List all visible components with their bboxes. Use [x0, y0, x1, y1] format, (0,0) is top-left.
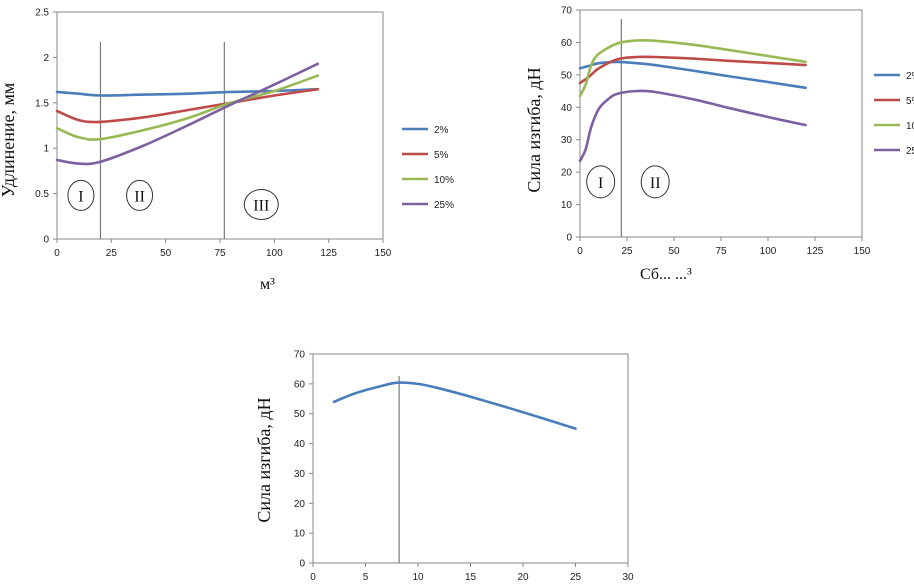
zone-marker: [126, 179, 154, 211]
zone-marker: [243, 188, 279, 220]
x-tick-label: 25: [106, 248, 118, 259]
x-tick-label: 50: [668, 246, 680, 257]
x-tick-label: 100: [266, 248, 283, 259]
plot-area: [312, 353, 629, 564]
y-tick-label: 2.5: [35, 8, 49, 19]
x-tick-label: 0: [54, 248, 60, 259]
y-tick-label: 0: [566, 233, 572, 244]
zone-marker: [640, 165, 670, 199]
x-tick-label: 0: [310, 572, 316, 583]
plot-area: [579, 9, 863, 238]
legend-label: 10%: [434, 175, 454, 186]
zone-marker: [586, 165, 616, 199]
x-tick-label: 30: [622, 572, 634, 583]
y-axis-label: Удлинение, мм: [0, 83, 18, 198]
x-tick-label: 150: [375, 248, 392, 259]
x-tick-label: 75: [214, 248, 226, 259]
zone-marker: [67, 179, 95, 211]
series-line-5%: [55, 87, 320, 124]
x-tick-label: 5: [363, 572, 369, 583]
x-tick-label: 50: [160, 248, 172, 259]
series-line-main: [332, 381, 577, 430]
zone-label: III: [253, 197, 269, 214]
y-tick-label: 1: [43, 144, 49, 155]
legend: 2% 5% 10% 25%: [402, 125, 454, 211]
x-tick-label: 10: [412, 572, 424, 583]
legend-label: 2%: [434, 125, 449, 136]
y-tick-label: 60: [294, 379, 306, 390]
y-tick-label: 0: [43, 235, 49, 246]
y-tick-label: 0.5: [35, 189, 49, 200]
x-tick-label: 150: [854, 246, 871, 257]
zone-label: I: [598, 175, 603, 192]
legend-label: 5%: [906, 96, 914, 107]
series-line-10%: [55, 74, 320, 141]
plot-area: [56, 11, 384, 240]
series-line-25%: [55, 62, 320, 166]
legend-label: 2%: [906, 71, 914, 82]
x-axis-label: м³: [260, 276, 275, 293]
x-tick-label: 25: [570, 572, 582, 583]
legend-label: 5%: [434, 150, 449, 161]
y-tick-label: 30: [294, 469, 306, 480]
y-tick-label: 10: [294, 529, 306, 540]
y-tick-label: 40: [294, 439, 306, 450]
series-line-25%: [578, 89, 807, 163]
y-tick-label: 2: [43, 53, 49, 64]
x-tick-label: 25: [621, 246, 633, 257]
x-tick-label: 100: [760, 246, 777, 257]
x-tick-label: 15: [465, 572, 477, 583]
chart-3: 0 10 20 30 40 50 60 70 0 5 10 15 20 25 30 Сила изгиба, …: [254, 350, 634, 584]
series-line-2%: [578, 60, 807, 90]
y-tick-label: 10: [561, 200, 573, 211]
y-axis-label: Сила изгиба, дН: [524, 67, 544, 192]
y-tick-label: 1.5: [35, 98, 49, 109]
y-tick-label: 60: [561, 38, 573, 49]
x-tick-label: 125: [807, 246, 824, 257]
legend: 2% 5% 10% 25%: [874, 71, 914, 157]
y-tick-label: 70: [294, 350, 306, 361]
y-axis-label: Сила изгиба, дН: [254, 397, 274, 522]
zone-label: II: [650, 175, 661, 192]
y-tick-label: 50: [294, 409, 306, 420]
x-tick-label: 75: [715, 246, 727, 257]
y-tick-label: 20: [294, 499, 306, 510]
y-tick-label: 50: [561, 70, 573, 81]
zone-label: II: [134, 188, 145, 205]
y-tick-label: 0: [299, 559, 305, 570]
x-tick-label: 0: [577, 246, 583, 257]
x-tick-label: 125: [320, 248, 337, 259]
x-tick-label: 20: [517, 572, 529, 583]
x-axis-label: Сб... ...³: [640, 266, 692, 283]
y-tick-label: 20: [561, 168, 573, 179]
y-tick-label: 70: [561, 6, 573, 17]
series-line-5%: [578, 55, 807, 85]
y-tick-label: 30: [561, 135, 573, 146]
series-line-10%: [578, 38, 807, 98]
zone-label: I: [78, 188, 83, 205]
legend-label: 10%: [906, 121, 914, 132]
legend-label: 25%: [434, 200, 454, 211]
legend-label: 25%: [906, 146, 914, 157]
y-tick-label: 40: [561, 103, 573, 114]
